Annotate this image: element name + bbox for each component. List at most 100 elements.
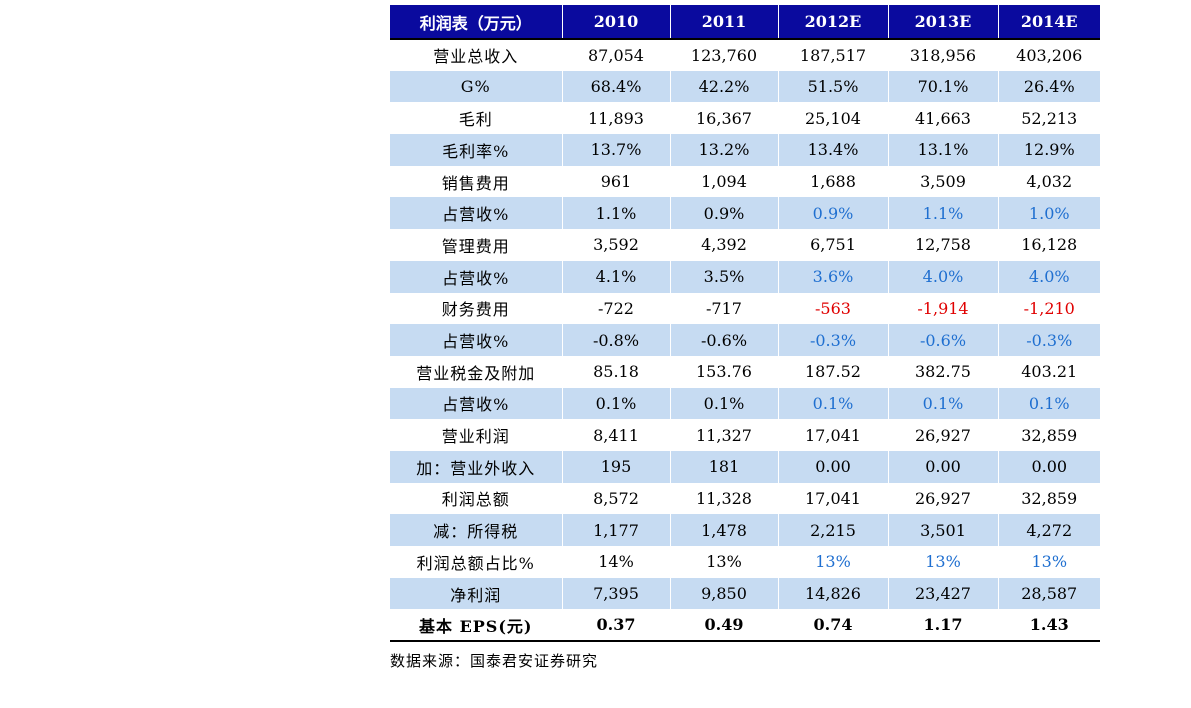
table-cell: 41,663 [887,102,998,135]
table-cell: 0.49 [669,609,778,643]
header-year-2014e: 2014E [997,5,1100,40]
header-year-2010: 2010 [561,5,670,40]
table-cell: 17,041 [777,419,888,451]
row-label: 营业总收入 [433,47,519,67]
table-row: 毛利率% 13.7% 13.2% 13.4% 13.1% 12.9% [390,134,1100,166]
table-cell: -722 [561,292,670,325]
row-label: 占营收% [442,332,510,352]
table-cell: 13% [997,546,1100,578]
table-header: 利润表（万元） 2010 2011 2012E 2013E 2014E [390,5,1100,40]
row-label: 占营收% [442,268,510,288]
header-label: 利润表（万元） [390,5,562,40]
table-row: 占营收% 4.1% 3.5% 3.6% 4.0% 4.0% [390,260,1100,293]
table-row: 占营收% 0.1% 0.1% 0.1% 0.1% 0.1% [390,387,1100,420]
income-statement-table-container: 利润表（万元） 2010 2011 2012E 2013E 2014E 营业总收… [390,5,1100,643]
table-cell: 11,327 [669,419,778,451]
table-row: 占营收% 1.1% 0.9% 0.9% 1.1% 1.0% [390,197,1100,230]
table-cell: -717 [669,292,778,325]
table-cell: 8,411 [561,419,670,451]
table-cell: 14% [561,546,670,578]
table-cell: 70.1% [887,70,998,103]
table-cell: 32,859 [997,482,1100,515]
table-row: 净利润 7,395 9,850 14,826 23,427 28,587 [390,577,1100,610]
table-cell: 13.1% [887,134,998,166]
header-year-2011: 2011 [669,5,778,40]
table-cell: 11,893 [561,102,670,135]
table-cell: 1.1% [561,197,670,230]
table-row: 占营收% -0.8% -0.6% -0.3% -0.6% -0.3% [390,324,1100,356]
table-cell: 4.0% [997,260,1100,293]
table-cell: 16,128 [997,229,1100,261]
header-row: 利润表（万元） 2010 2011 2012E 2013E 2014E [390,5,1100,40]
table-cell: 187.52 [777,355,888,388]
table-cell: 16,367 [669,102,778,135]
table-cell: 153.76 [669,355,778,388]
table-cell: 23,427 [887,577,998,610]
row-label: 利润总额 [441,490,510,510]
table-cell: 0.1% [777,387,888,420]
source-note: 数据来源：国泰君安证券研究 [390,652,599,670]
table-cell: 403.21 [997,355,1100,388]
header-year-2013e: 2013E [887,5,998,40]
row-label: 占营收% [442,205,510,225]
table-cell: 12.9% [997,134,1100,166]
row-label: 净利润 [450,585,502,605]
table-row: 财务费用 -722 -717 -563 -1,914 -1,210 [390,292,1100,325]
table-row: 加：营业外收入 195 181 0.00 0.00 0.00 [390,450,1100,483]
table-cell: 0.00 [887,450,998,483]
table-row: 销售费用 961 1,094 1,688 3,509 4,032 [390,165,1100,198]
table-cell: 12,758 [887,229,998,261]
row-label: 利润总额占比% [416,553,535,573]
table-cell: 25,104 [777,102,888,135]
table-cell: 87,054 [561,39,670,71]
table-cell: -0.6% [669,324,778,356]
table-cell: -0.8% [561,324,670,356]
row-label: 占营收% [442,395,510,415]
table-cell: 3.6% [777,260,888,293]
table-cell: -0.3% [997,324,1100,356]
table-cell: 13% [887,546,998,578]
table-cell: 123,760 [669,39,778,71]
table-cell: 6,751 [777,229,888,261]
table-cell: 9,850 [669,577,778,610]
table-cell: 403,206 [997,39,1100,71]
table-cell: 181 [669,450,778,483]
table-cell: 187,517 [777,39,888,71]
table-cell: 318,956 [887,39,998,71]
table-body: 营业总收入 87,054 123,760 187,517 318,956 403,206 G… [390,39,1100,643]
row-label: 基本 EPS(元) [390,609,562,643]
table-row: 营业总收入 87,054 123,760 187,517 318,956 403,206 [390,39,1100,71]
table-cell: 4,032 [997,165,1100,198]
table-row: 利润总额占比% 14% 13% 13% 13% 13% [390,546,1100,578]
table-row: 减：所得税 1,177 1,478 2,215 3,501 4,272 [390,514,1100,546]
table-cell: 4,392 [669,229,778,261]
row-label: 营业税金及附加 [416,363,536,383]
row-label: 销售费用 [441,173,510,193]
table-cell: 1.43 [997,609,1100,643]
table-cell: 4,272 [997,514,1100,546]
table-cell: 85.18 [561,355,670,388]
table-cell: 8,572 [561,482,670,515]
table-cell: 1.0% [997,197,1100,230]
table-cell: 3,592 [561,229,670,261]
table-cell: 28,587 [997,577,1100,610]
table-cell: 0.1% [561,387,670,420]
table-cell: 0.1% [669,387,778,420]
table-cell: 13% [777,546,888,578]
row-label: 毛利率% [442,141,510,161]
row-label: 毛利 [458,110,493,130]
row-label: G% [460,77,491,97]
table-cell: 0.37 [561,609,670,643]
table-cell: 13.7% [561,134,670,166]
table-cell: 7,395 [561,577,670,610]
table-cell: -1,914 [887,292,998,325]
table-cell: 0.00 [997,450,1100,483]
table-cell: 0.9% [777,197,888,230]
table-cell: 68.4% [561,70,670,103]
table-cell: 51.5% [777,70,888,103]
table-cell: 13.2% [669,134,778,166]
table-cell: 26,927 [887,482,998,515]
table-cell: -1,210 [997,292,1100,325]
table-cell: -0.3% [777,324,888,356]
table-cell: 0.1% [997,387,1100,420]
